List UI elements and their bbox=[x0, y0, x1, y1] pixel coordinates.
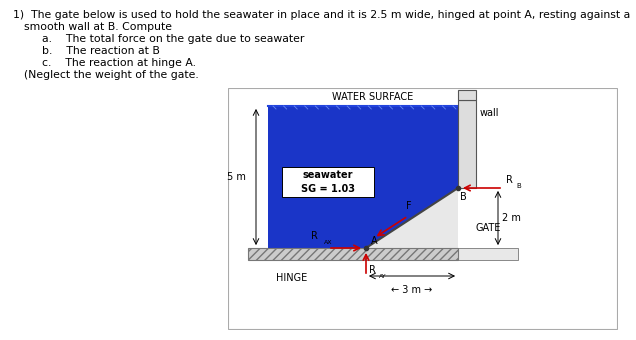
Bar bbox=[458, 100, 476, 188]
Text: AX: AX bbox=[324, 239, 333, 244]
Bar bbox=[268, 106, 458, 248]
Text: 2 m: 2 m bbox=[502, 213, 521, 223]
Text: WATER SURFACE: WATER SURFACE bbox=[333, 92, 413, 102]
Text: HINGE: HINGE bbox=[276, 273, 307, 283]
FancyBboxPatch shape bbox=[282, 167, 374, 197]
Text: R: R bbox=[369, 265, 376, 275]
Text: smooth wall at B. Compute: smooth wall at B. Compute bbox=[24, 22, 172, 32]
Polygon shape bbox=[366, 188, 458, 248]
Bar bbox=[458, 90, 476, 100]
Text: B: B bbox=[516, 183, 521, 189]
Text: c.    The reaction at hinge A.: c. The reaction at hinge A. bbox=[42, 58, 196, 68]
Text: wall: wall bbox=[480, 108, 499, 118]
Text: ← 3 m →: ← 3 m → bbox=[391, 285, 432, 295]
Text: (Neglect the weight of the gate.: (Neglect the weight of the gate. bbox=[24, 70, 199, 80]
Text: 5 m: 5 m bbox=[227, 172, 246, 182]
Text: GATE: GATE bbox=[476, 223, 501, 233]
Text: b.    The reaction at B: b. The reaction at B bbox=[42, 46, 160, 56]
Text: a.    The total force on the gate due to seawater: a. The total force on the gate due to se… bbox=[42, 34, 305, 44]
Bar bbox=[248, 248, 458, 260]
Text: R: R bbox=[506, 175, 513, 185]
Text: AY: AY bbox=[379, 273, 387, 278]
Text: R: R bbox=[310, 231, 317, 241]
Text: A: A bbox=[371, 236, 378, 246]
Text: F: F bbox=[406, 201, 411, 211]
Bar bbox=[458, 248, 518, 260]
Text: B: B bbox=[460, 192, 467, 202]
Text: 1)  The gate below is used to hold the seawater in place and it is 2.5 m wide, h: 1) The gate below is used to hold the se… bbox=[13, 10, 630, 20]
Text: seawater
SG = 1.03: seawater SG = 1.03 bbox=[301, 170, 355, 194]
